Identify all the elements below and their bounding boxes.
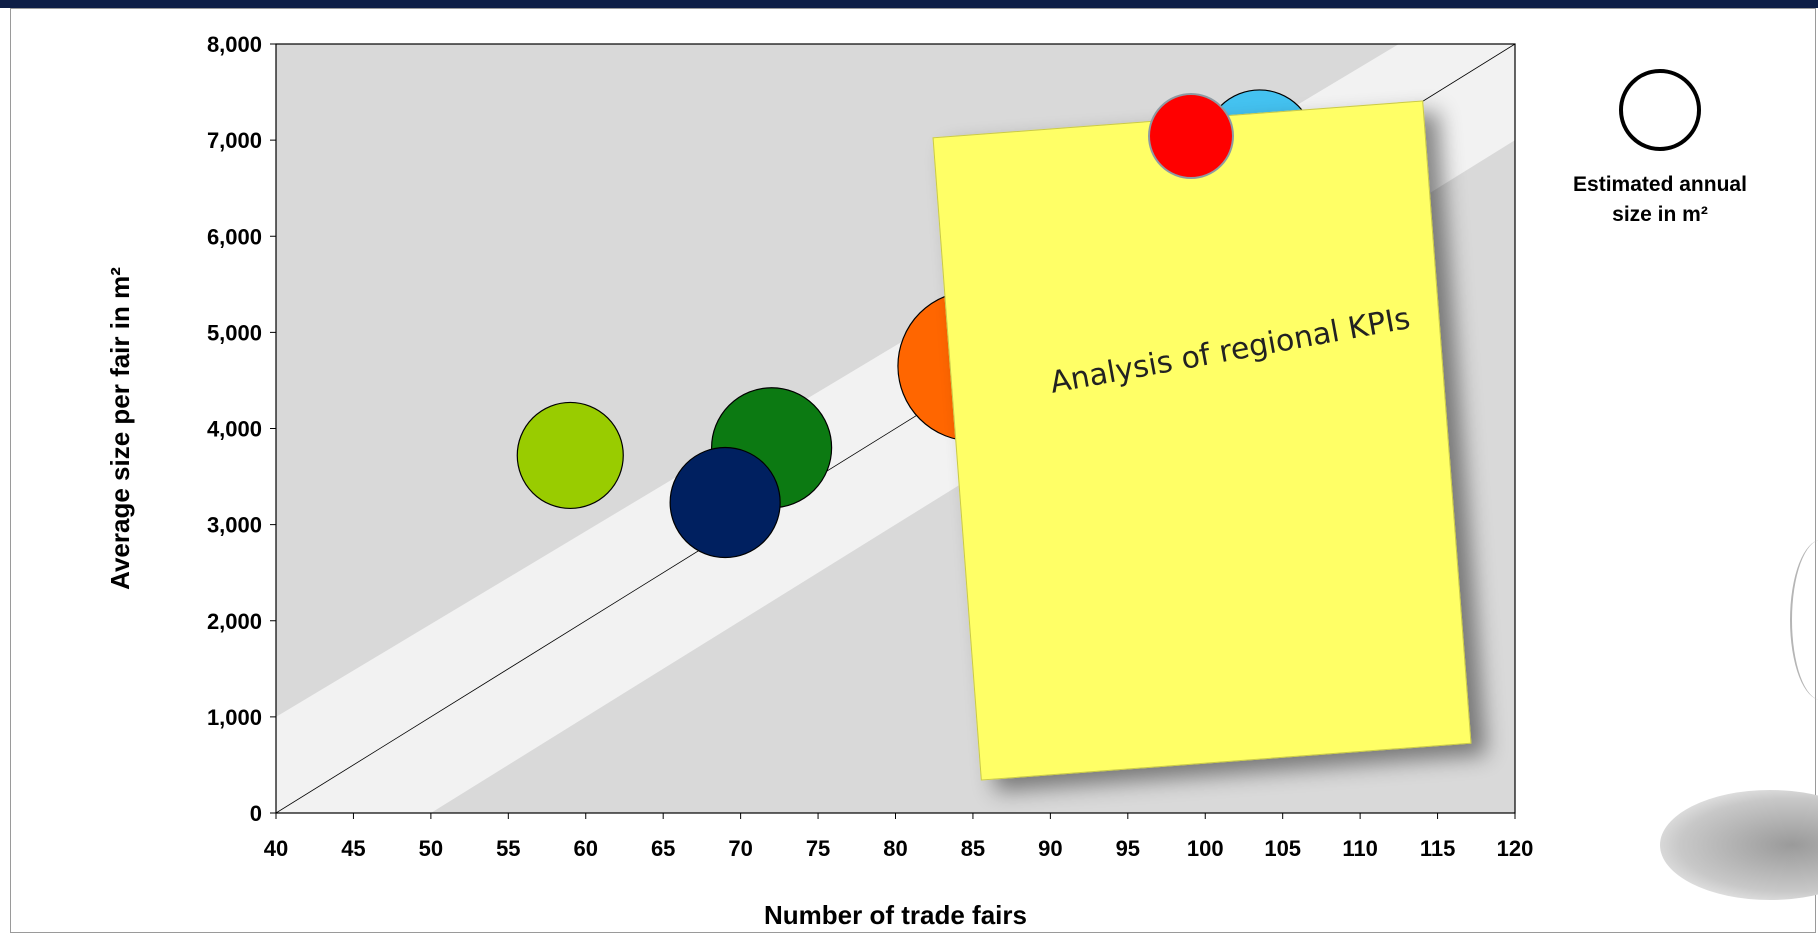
y-tick-label: 5,000 [207,320,262,345]
size-legend-label: Estimated annual [1573,173,1747,196]
top-bar [0,0,1818,8]
y-tick-label: 0 [250,801,262,826]
x-tick-label: 65 [651,836,675,861]
x-tick-label: 85 [961,836,985,861]
size-legend-circle [1619,69,1701,151]
x-tick-label: 115 [1420,836,1456,861]
sticky-note-text: Analysis of regional KPIs [1047,301,1413,401]
x-tick-label: 120 [1497,836,1534,861]
y-tick-label: 7,000 [207,128,262,153]
pin-icon [1148,93,1234,179]
x-tick-label: 75 [806,836,830,861]
y-tick-label: 2,000 [207,609,262,634]
x-tick-label: 95 [1116,836,1140,861]
y-tick-label: 6,000 [207,224,262,249]
x-tick-label: 110 [1342,836,1378,861]
y-axis-title: Average size per fair in m² [105,267,135,590]
x-tick-label: 45 [341,836,365,861]
size-legend: Estimated annual size in m² [1573,69,1747,226]
x-tick-label: 100 [1187,836,1224,861]
x-tick-label: 40 [264,836,288,861]
x-tick-label: 105 [1264,836,1301,861]
sticky-note: Analysis of regional KPIs [932,100,1472,781]
y-tick-label: 4,000 [207,417,262,442]
axes: 40 45 50 55 60 65 70 75 80 85 90 95 100 105 110 115 120 0… [105,32,1533,930]
x-tick-label: 60 [574,836,598,861]
y-tick-label: 1,000 [207,705,262,730]
x-tick-label: 90 [1038,836,1062,861]
side-decoration-arc [1790,540,1818,700]
x-tick-label: 50 [419,836,443,861]
x-axis-title: Number of trade fairs [764,900,1027,930]
y-tick-label: 8,000 [207,32,262,57]
x-tick-label: 70 [728,836,752,861]
size-legend-label: size in m² [1612,203,1708,226]
bubble [516,401,624,510]
x-tick-label: 80 [883,836,907,861]
y-tick-label: 3,000 [207,513,262,538]
bubble [669,446,781,559]
x-tick-label: 55 [496,836,520,861]
